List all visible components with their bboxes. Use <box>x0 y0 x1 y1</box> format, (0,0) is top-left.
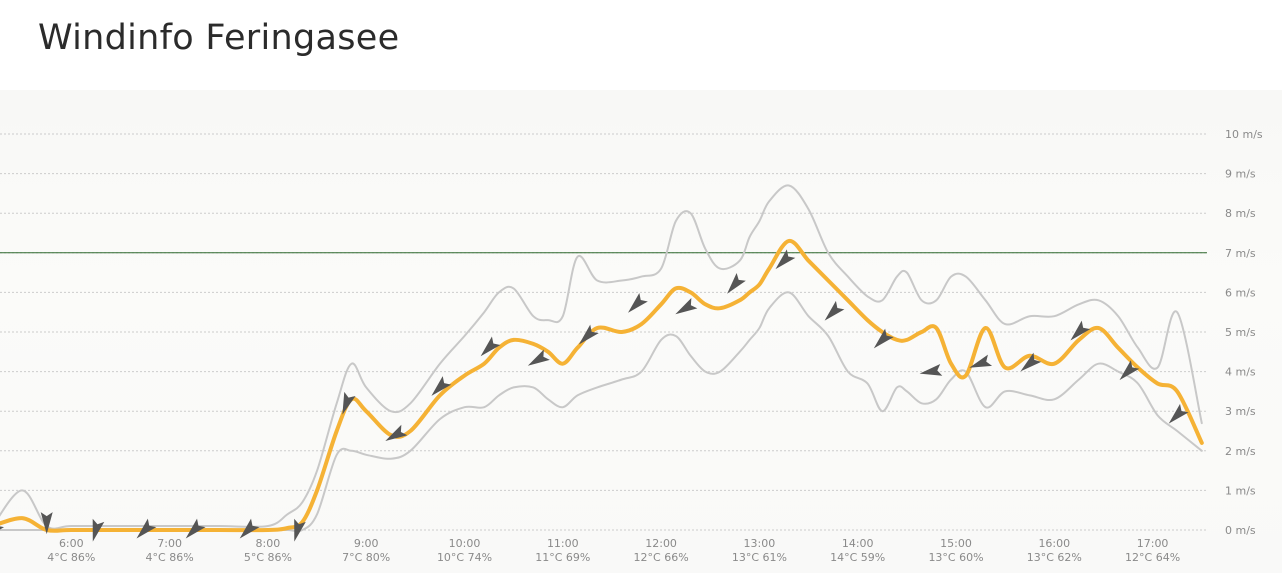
direction-marker-shape <box>1168 403 1189 424</box>
direction-marker-shape <box>431 376 452 396</box>
wind-direction-arrow-icon <box>969 354 993 368</box>
y-axis: 0 m/s 1 m/s 2 m/s 3 m/s 4 m/s 5 m/s 6 m/s 7 m/s… <box>1225 128 1263 537</box>
direction-marker-shape <box>185 518 206 539</box>
direction-marker-shape <box>92 518 105 542</box>
direction-marker-shape <box>675 298 698 315</box>
wind-direction-arrow-icon <box>1020 352 1042 372</box>
wind-direction-arrow-icon <box>1070 320 1091 341</box>
wind-direction-arrow-icon <box>185 518 206 539</box>
direction-marker-shape <box>136 518 157 539</box>
y-tick-label: 3 m/s <box>1225 405 1256 418</box>
direction-marker-shape <box>294 518 306 542</box>
wind-direction-arrow-icon <box>727 272 746 294</box>
direction-marker-shape <box>727 272 746 294</box>
x-tick-sublabel: 11°C 69% <box>535 551 590 564</box>
x-axis: %6:004°C 86%7:004°C 86%8:005°C 86%9:007°… <box>47 537 1180 564</box>
wind-direction-arrow-icon <box>1168 403 1189 424</box>
x-tick-label: 6:00 <box>59 537 84 550</box>
x-tick-label: 10:00 <box>449 537 481 550</box>
x-tick-sublabel: 4°C 86% <box>146 551 194 564</box>
y-tick-label: 1 m/s <box>1225 484 1256 497</box>
x-tick-sublabel: 10°C 74% <box>437 551 492 564</box>
wind-direction-arrow-icon <box>136 518 157 539</box>
direction-marker-shape <box>1119 360 1140 381</box>
x-tick-label: 13:00 <box>744 537 776 550</box>
y-tick-label: 9 m/s <box>1225 168 1256 181</box>
y-tick-label: 2 m/s <box>1225 445 1256 458</box>
x-tick-label: 8:00 <box>256 537 281 550</box>
series-group <box>0 184 1204 533</box>
series-line-min <box>0 291 1203 533</box>
wind-chart-svg: 0 m/s 1 m/s 2 m/s 3 m/s 4 m/s 5 m/s 6 m/s 7 m/s… <box>0 128 1263 564</box>
x-tick-label: 15:00 <box>940 537 972 550</box>
wind-direction-arrow-icon <box>480 336 501 357</box>
direction-marker-shape <box>40 512 53 535</box>
direction-marker-shape <box>385 424 408 441</box>
direction-marker-shape <box>1020 352 1042 372</box>
direction-markers <box>0 249 1189 542</box>
x-tick-sublabel: 12°C 66% <box>634 551 689 564</box>
x-tick-label: 14:00 <box>842 537 874 550</box>
direction-marker-shape <box>873 328 894 349</box>
x-tick-sublabel: 4°C 86% <box>47 551 95 564</box>
wind-direction-arrow-icon <box>431 376 452 396</box>
direction-marker-shape <box>578 324 599 345</box>
y-tick-label: 5 m/s <box>1225 326 1256 339</box>
x-tick-sublabel: 13°C 61% <box>732 551 787 564</box>
direction-marker-shape <box>1070 320 1091 341</box>
y-tick-label: 7 m/s <box>1225 247 1256 260</box>
x-tick-sublabel: 5°C 86% <box>244 551 292 564</box>
wind-direction-arrow-icon <box>40 512 53 535</box>
wind-direction-arrow-icon <box>775 249 796 270</box>
direction-marker-shape <box>480 336 501 357</box>
x-tick-label: 17:00 <box>1137 537 1169 550</box>
x-tick-label: 7:00 <box>157 537 182 550</box>
x-tick-sublabel: 7°C 80% <box>342 551 390 564</box>
wind-direction-arrow-icon <box>342 391 356 415</box>
page-title: Windinfo Feringasee <box>38 18 400 58</box>
wind-direction-arrow-icon <box>1119 360 1140 381</box>
wind-direction-arrow-icon <box>385 424 408 441</box>
x-tick-sublabel: 13°C 62% <box>1027 551 1082 564</box>
y-tick-label: 10 m/s <box>1225 128 1263 141</box>
wind-chart: 0 m/s 1 m/s 2 m/s 3 m/s 4 m/s 5 m/s 6 m/s 7 m/s… <box>0 90 1282 573</box>
y-tick-label: 0 m/s <box>1225 524 1256 537</box>
y-tick-label: 4 m/s <box>1225 366 1256 379</box>
wind-direction-arrow-icon <box>675 298 698 315</box>
y-tick-label: 6 m/s <box>1225 286 1256 299</box>
x-tick-sublabel: 14°C 59% <box>830 551 885 564</box>
series-line-max <box>0 184 1203 530</box>
wind-direction-arrow-icon <box>92 518 105 542</box>
wind-direction-arrow-icon <box>919 363 943 376</box>
y-tick-label: 8 m/s <box>1225 207 1256 220</box>
direction-marker-shape <box>775 249 796 270</box>
wind-direction-arrow-icon <box>824 300 845 321</box>
x-tick-label: 16:00 <box>1038 537 1070 550</box>
x-tick-label: 12:00 <box>645 537 677 550</box>
wind-direction-arrow-icon <box>628 292 648 313</box>
wind-direction-arrow-icon <box>239 518 260 539</box>
x-tick-label: 9:00 <box>354 537 379 550</box>
page-header: Windinfo Feringasee <box>0 0 1282 90</box>
direction-marker-shape <box>342 391 356 415</box>
x-tick-label: 11:00 <box>547 537 579 550</box>
x-tick-sublabel: 13°C 60% <box>928 551 983 564</box>
direction-marker-shape <box>628 292 648 313</box>
direction-marker-shape <box>527 349 550 366</box>
direction-marker-shape <box>919 363 943 376</box>
series-line-avg <box>0 238 1204 533</box>
direction-marker-shape <box>824 300 845 321</box>
wind-direction-arrow-icon <box>578 324 599 345</box>
direction-marker-shape <box>969 354 993 368</box>
wind-direction-arrow-icon <box>873 328 894 349</box>
wind-direction-arrow-icon <box>527 349 550 366</box>
grid-lines <box>0 133 1207 531</box>
wind-direction-arrow-icon <box>294 518 306 542</box>
x-tick-sublabel: 12°C 64% <box>1125 551 1180 564</box>
direction-marker-shape <box>239 518 260 539</box>
